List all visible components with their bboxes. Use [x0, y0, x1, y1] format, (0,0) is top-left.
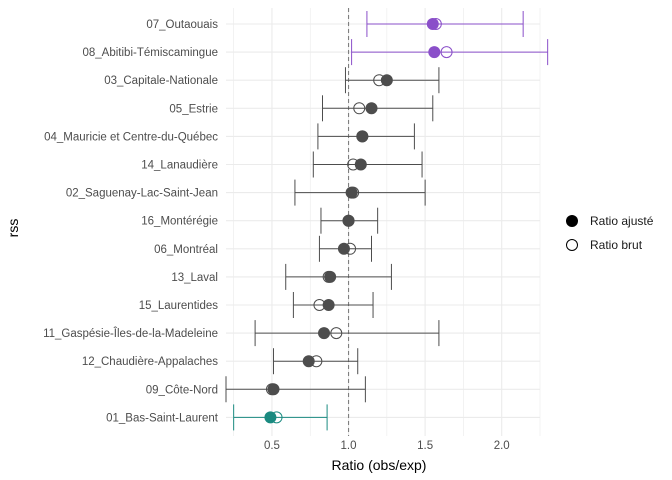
y-tick-label: 05_Estrie	[169, 103, 218, 115]
x-axis-title: Ratio (obs/exp)	[332, 457, 427, 473]
point-adjusted	[264, 411, 277, 424]
y-tick-label: 01_Bas-Saint-Laurent	[106, 412, 219, 424]
point-raw	[265, 383, 278, 396]
legend-key-adjusted	[566, 215, 578, 227]
point-raw	[270, 411, 283, 424]
x-tick-labels: 0.5 1.0 1.5 2.0	[264, 440, 510, 452]
y-tick-label: 07_Outaouais	[146, 19, 218, 31]
point-raw	[373, 74, 386, 87]
y-axis-title: rss	[5, 219, 21, 238]
legend-label-raw: Ratio brut	[590, 238, 643, 252]
x-tick-label: 2.0	[494, 440, 510, 452]
y-tick-label: 02_Saguenay-Lac-Saint-Jean	[66, 188, 218, 200]
point-raw	[310, 355, 323, 368]
y-tick-label: 16_Montérégie	[141, 216, 218, 228]
point-adjusted	[428, 46, 441, 59]
y-tick-label: 08_Abitibi-Témiscamingue	[82, 47, 218, 59]
legend-label-adjusted: Ratio ajusté	[590, 214, 654, 228]
point-adjusted	[337, 242, 350, 255]
point-raw	[440, 46, 453, 59]
point-raw	[342, 214, 355, 227]
point-raw	[356, 130, 369, 143]
y-tick-label: 14_Lanaudière	[141, 160, 218, 172]
point-adjusted	[426, 18, 439, 30]
point-raw	[322, 270, 335, 283]
point-adjusted	[356, 130, 369, 143]
y-tick-label: 09_Côte-Nord	[146, 384, 218, 396]
y-tick-label: 04_Mauricie et Centre-du-Québec	[44, 131, 218, 143]
y-tick-label: 15_Laurentides	[139, 300, 219, 312]
y-tick-label: 12_Chaudière-Appalaches	[82, 356, 218, 368]
x-tick-label: 1.5	[417, 440, 433, 452]
x-tick-label: 0.5	[264, 440, 280, 452]
plot-panel	[225, 8, 549, 436]
point-adjusted	[342, 214, 355, 227]
point-adjusted	[365, 102, 378, 115]
point-raw	[344, 242, 357, 255]
legend-key-raw	[566, 239, 578, 251]
y-tick-label: 03_Capitale-Nationale	[104, 75, 218, 87]
point-adjusted	[322, 299, 335, 311]
y-tick-label: 06_Montréal	[154, 244, 218, 256]
legend: Ratio ajusté Ratio brut	[566, 214, 654, 252]
point-adjusted	[318, 327, 331, 340]
point-raw	[330, 327, 343, 340]
point-raw	[429, 18, 442, 30]
point-raw	[313, 299, 326, 311]
y-tick-label: 11_Gaspésie-Îles-de-la-Madeleine	[43, 327, 218, 340]
y-tick-labels: 07_Outaouais 08_Abitibi-Témiscamingue 03_C…	[43, 19, 219, 424]
x-tick-label: 1.0	[341, 440, 357, 452]
point-raw	[347, 186, 360, 199]
point-raw	[347, 158, 360, 171]
y-tick-label: 13_Laval	[171, 272, 218, 284]
point-raw	[353, 102, 366, 115]
